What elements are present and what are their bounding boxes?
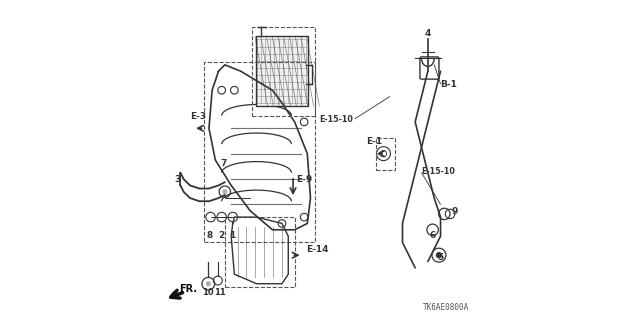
Text: 9: 9 [452, 207, 458, 216]
Circle shape [436, 252, 442, 258]
Text: 1: 1 [229, 231, 236, 240]
Text: 5: 5 [437, 253, 444, 262]
Text: B-1: B-1 [440, 80, 458, 89]
Text: 6: 6 [429, 231, 436, 240]
Text: 11: 11 [214, 288, 226, 297]
FancyBboxPatch shape [256, 36, 308, 106]
Text: E-1: E-1 [367, 137, 383, 146]
Text: 3: 3 [174, 175, 180, 184]
Text: TK6AE0800A: TK6AE0800A [423, 303, 469, 312]
Circle shape [206, 281, 211, 286]
Text: E-3: E-3 [190, 112, 206, 121]
Text: E-15-10: E-15-10 [422, 167, 456, 176]
Text: 4: 4 [425, 29, 431, 38]
Text: 7: 7 [220, 159, 227, 168]
Text: 10: 10 [202, 288, 213, 297]
Text: FR.: FR. [172, 284, 197, 296]
Circle shape [222, 189, 227, 194]
Text: E-15-10: E-15-10 [319, 115, 353, 124]
Text: 2: 2 [218, 231, 224, 240]
Text: E-9: E-9 [296, 175, 312, 184]
Text: 8: 8 [207, 231, 212, 240]
Text: E-14: E-14 [306, 245, 328, 254]
